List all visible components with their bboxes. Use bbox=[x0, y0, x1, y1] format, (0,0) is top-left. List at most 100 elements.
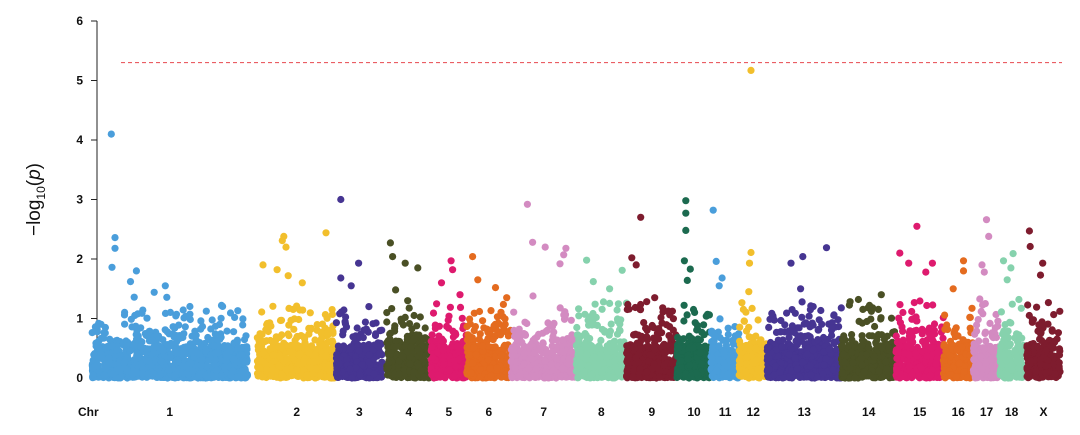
snp-point bbox=[258, 308, 265, 315]
chromosome-6-points bbox=[463, 253, 514, 382]
snp-point bbox=[285, 305, 292, 312]
snp-point bbox=[713, 367, 720, 374]
snp-point bbox=[487, 307, 494, 314]
snp-point bbox=[624, 306, 631, 313]
snp-point bbox=[336, 360, 343, 367]
snp-point bbox=[531, 350, 538, 357]
snp-point bbox=[479, 342, 486, 349]
snp-point bbox=[575, 312, 582, 319]
snp-point bbox=[660, 342, 667, 349]
snp-point bbox=[624, 366, 631, 373]
snp-point bbox=[167, 354, 174, 361]
snp-point bbox=[402, 314, 409, 321]
snp-point bbox=[615, 300, 622, 307]
snp-point bbox=[360, 334, 367, 341]
snp-point bbox=[716, 342, 723, 349]
snp-point bbox=[207, 325, 214, 332]
snp-point bbox=[559, 365, 566, 372]
snp-point bbox=[133, 336, 140, 343]
snp-point bbox=[296, 351, 303, 358]
snp-point bbox=[294, 333, 301, 340]
snp-point bbox=[291, 342, 298, 349]
snp-point bbox=[227, 309, 234, 316]
snp-point bbox=[616, 321, 623, 328]
snp-point bbox=[470, 344, 477, 351]
snp-point bbox=[630, 331, 637, 338]
peak-snp-point bbox=[322, 229, 329, 236]
snp-point bbox=[598, 369, 605, 376]
snp-point bbox=[669, 308, 676, 315]
snp-point bbox=[106, 360, 113, 367]
snp-point bbox=[226, 348, 233, 355]
snp-point bbox=[725, 325, 732, 332]
snp-point bbox=[101, 372, 108, 379]
chromosome-5-points bbox=[428, 257, 471, 381]
snp-point bbox=[432, 325, 439, 332]
snp-point bbox=[485, 356, 492, 363]
snp-point bbox=[684, 311, 691, 318]
snp-point bbox=[690, 306, 697, 313]
snp-point bbox=[300, 358, 307, 365]
snp-point bbox=[216, 336, 223, 343]
snp-point bbox=[203, 308, 210, 315]
snp-point bbox=[614, 306, 621, 313]
snp-point bbox=[216, 321, 223, 328]
snp-point bbox=[360, 327, 367, 334]
snp-point bbox=[347, 365, 354, 372]
snp-point-notable bbox=[108, 264, 115, 271]
snp-point bbox=[418, 367, 425, 374]
snp-point-notable bbox=[438, 279, 445, 286]
snp-point bbox=[457, 304, 464, 311]
snp-point bbox=[110, 371, 117, 378]
snp-point bbox=[291, 315, 298, 322]
snp-point bbox=[126, 347, 133, 354]
snp-point bbox=[509, 374, 516, 381]
y-tick-label: 3 bbox=[76, 193, 83, 207]
snp-point bbox=[535, 331, 542, 338]
snp-point bbox=[301, 345, 308, 352]
peak-snp-point bbox=[448, 257, 455, 264]
snp-point bbox=[404, 333, 411, 340]
snp-point bbox=[700, 321, 707, 328]
snp-point bbox=[182, 313, 189, 320]
snp-point bbox=[548, 361, 555, 368]
snp-point bbox=[692, 319, 699, 326]
peak-snp-point bbox=[469, 253, 476, 260]
snp-point bbox=[516, 372, 523, 379]
chromosome-7-points bbox=[508, 201, 580, 382]
snp-point bbox=[322, 311, 329, 318]
snp-point bbox=[568, 348, 575, 355]
snp-point-notable bbox=[687, 266, 694, 273]
snp-point-notable bbox=[392, 286, 399, 293]
snp-point bbox=[349, 333, 356, 340]
snp-point bbox=[285, 330, 292, 337]
snp-point bbox=[557, 304, 564, 311]
snp-point bbox=[189, 367, 196, 374]
snp-point bbox=[278, 331, 285, 338]
snp-point bbox=[388, 305, 395, 312]
snp-point bbox=[603, 354, 610, 361]
chromosome-10-points bbox=[673, 197, 714, 382]
snp-point bbox=[319, 321, 326, 328]
snp-point bbox=[629, 373, 636, 380]
chromosome-11-points bbox=[708, 207, 743, 382]
snp-point bbox=[163, 294, 170, 301]
snp-point bbox=[348, 344, 355, 351]
snp-point bbox=[608, 321, 615, 328]
snp-point-notable bbox=[606, 285, 613, 292]
y-tick-label: 0 bbox=[76, 371, 83, 385]
snp-point bbox=[303, 372, 310, 379]
snp-point bbox=[417, 313, 424, 320]
snp-point bbox=[429, 331, 436, 338]
snp-point-notable bbox=[719, 274, 726, 281]
snp-point bbox=[422, 324, 429, 331]
snp-point bbox=[716, 315, 723, 322]
snp-point bbox=[696, 349, 703, 356]
snp-point bbox=[221, 363, 228, 370]
snp-point bbox=[745, 324, 752, 331]
snp-point bbox=[508, 346, 515, 353]
snp-point bbox=[668, 359, 675, 366]
snp-point bbox=[544, 327, 551, 334]
snp-point bbox=[580, 370, 587, 377]
